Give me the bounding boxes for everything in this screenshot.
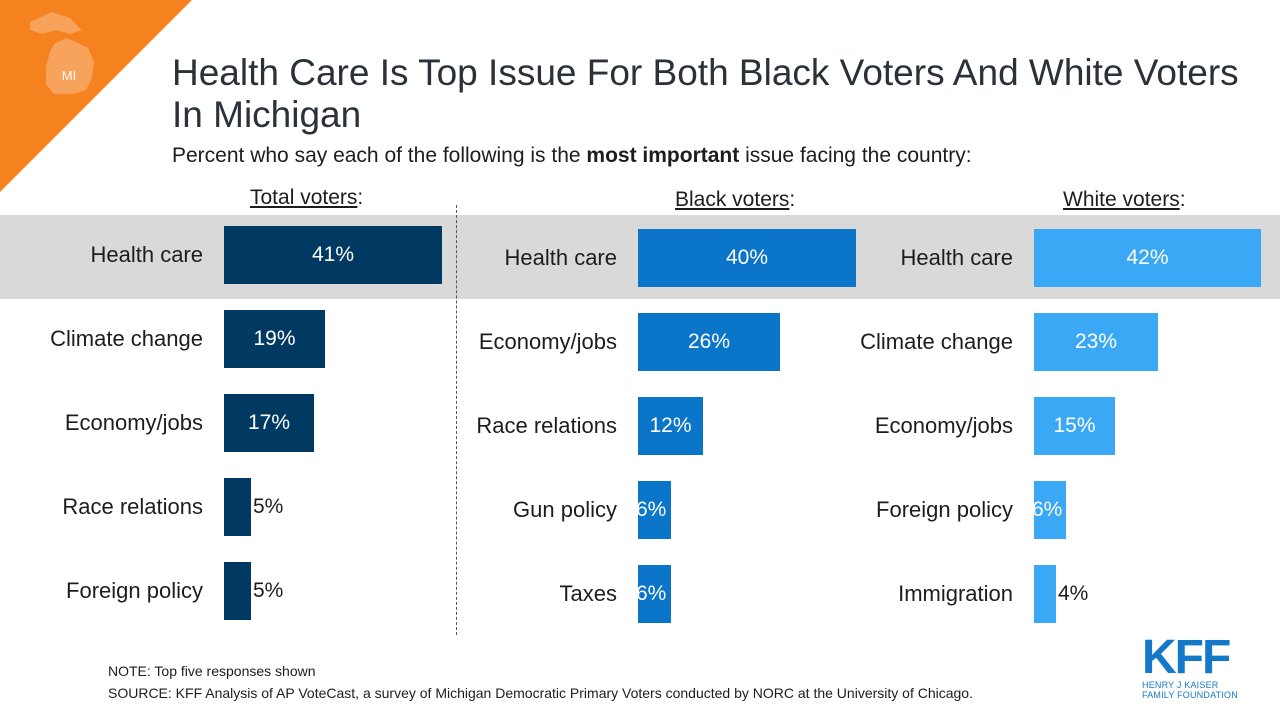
- data-label: 19%: [253, 327, 296, 350]
- data-label: 12%: [649, 414, 692, 437]
- bar: [1034, 481, 1066, 539]
- panel-title-2: White voters:: [1063, 188, 1186, 211]
- subtitle: Percent who say each of the following is…: [172, 144, 972, 168]
- bar: [224, 226, 442, 284]
- kff-logo: KFF HENRY J KAISER FAMILY FOUNDATION: [1142, 631, 1238, 701]
- category-label: Race relations: [62, 494, 203, 519]
- data-label: 42%: [1126, 246, 1169, 269]
- category-label: Health care: [504, 245, 617, 270]
- bar: [638, 397, 703, 455]
- data-label: 6%: [636, 498, 667, 521]
- bar: [638, 313, 780, 371]
- category-label: Taxes: [559, 581, 617, 606]
- logo-mark: KFF: [1142, 631, 1231, 684]
- data-label: 41%: [311, 243, 355, 266]
- bar: [1034, 397, 1115, 455]
- panel-title-0: Total voters:: [250, 186, 364, 209]
- subtitle-bold: most important: [586, 144, 740, 167]
- page-title: Health Care Is Top Issue For Both Black …: [172, 52, 1239, 135]
- category-label: Economy/jobs: [478, 329, 617, 354]
- category-label: Health care: [900, 245, 1013, 270]
- data-label: 5%: [253, 495, 284, 518]
- michigan-icon: [30, 12, 94, 94]
- category-label: Health care: [90, 242, 203, 267]
- panel-title-1: Black voters:: [675, 188, 796, 211]
- bar: [224, 478, 251, 536]
- data-label: 5%: [253, 579, 284, 602]
- category-label: Race relations: [476, 413, 617, 438]
- data-label: 6%: [636, 582, 667, 605]
- bar: [224, 394, 314, 452]
- panel-divider: [456, 205, 457, 635]
- category-label: Economy/jobs: [874, 413, 1013, 438]
- bar: [1034, 229, 1261, 287]
- bar: [638, 229, 856, 287]
- note: NOTE: Top five responses shown: [108, 663, 316, 679]
- category-label: Climate change: [860, 329, 1013, 354]
- data-label: 6%: [1032, 498, 1063, 521]
- data-label: 26%: [687, 330, 731, 353]
- category-label: Gun policy: [513, 497, 617, 522]
- data-label: 23%: [1074, 330, 1118, 353]
- corner-badge: MI: [0, 0, 192, 192]
- data-label: 15%: [1053, 414, 1096, 437]
- data-label: 17%: [247, 411, 291, 434]
- bar: [224, 310, 325, 368]
- logo-line1: HENRY J KAISER: [1142, 680, 1219, 690]
- bar: [638, 565, 671, 623]
- logo-line2: FAMILY FOUNDATION: [1142, 690, 1238, 700]
- badge-label: MI: [62, 68, 76, 83]
- category-label: Foreign policy: [66, 578, 203, 603]
- bar: [638, 481, 671, 539]
- data-label: 4%: [1058, 582, 1089, 605]
- bar: [1034, 313, 1158, 371]
- bar: [1034, 565, 1056, 623]
- data-label: 40%: [725, 246, 769, 269]
- category-label: Economy/jobs: [64, 410, 203, 435]
- subtitle-pre: Percent who say each of the following is…: [172, 144, 587, 167]
- category-label: Immigration: [898, 581, 1013, 606]
- category-label: Foreign policy: [876, 497, 1013, 522]
- subtitle-post: issue facing the country:: [739, 144, 972, 167]
- bar: [224, 562, 251, 620]
- category-label: Climate change: [50, 326, 203, 351]
- source: SOURCE: KFF Analysis of AP VoteCast, a s…: [108, 685, 973, 701]
